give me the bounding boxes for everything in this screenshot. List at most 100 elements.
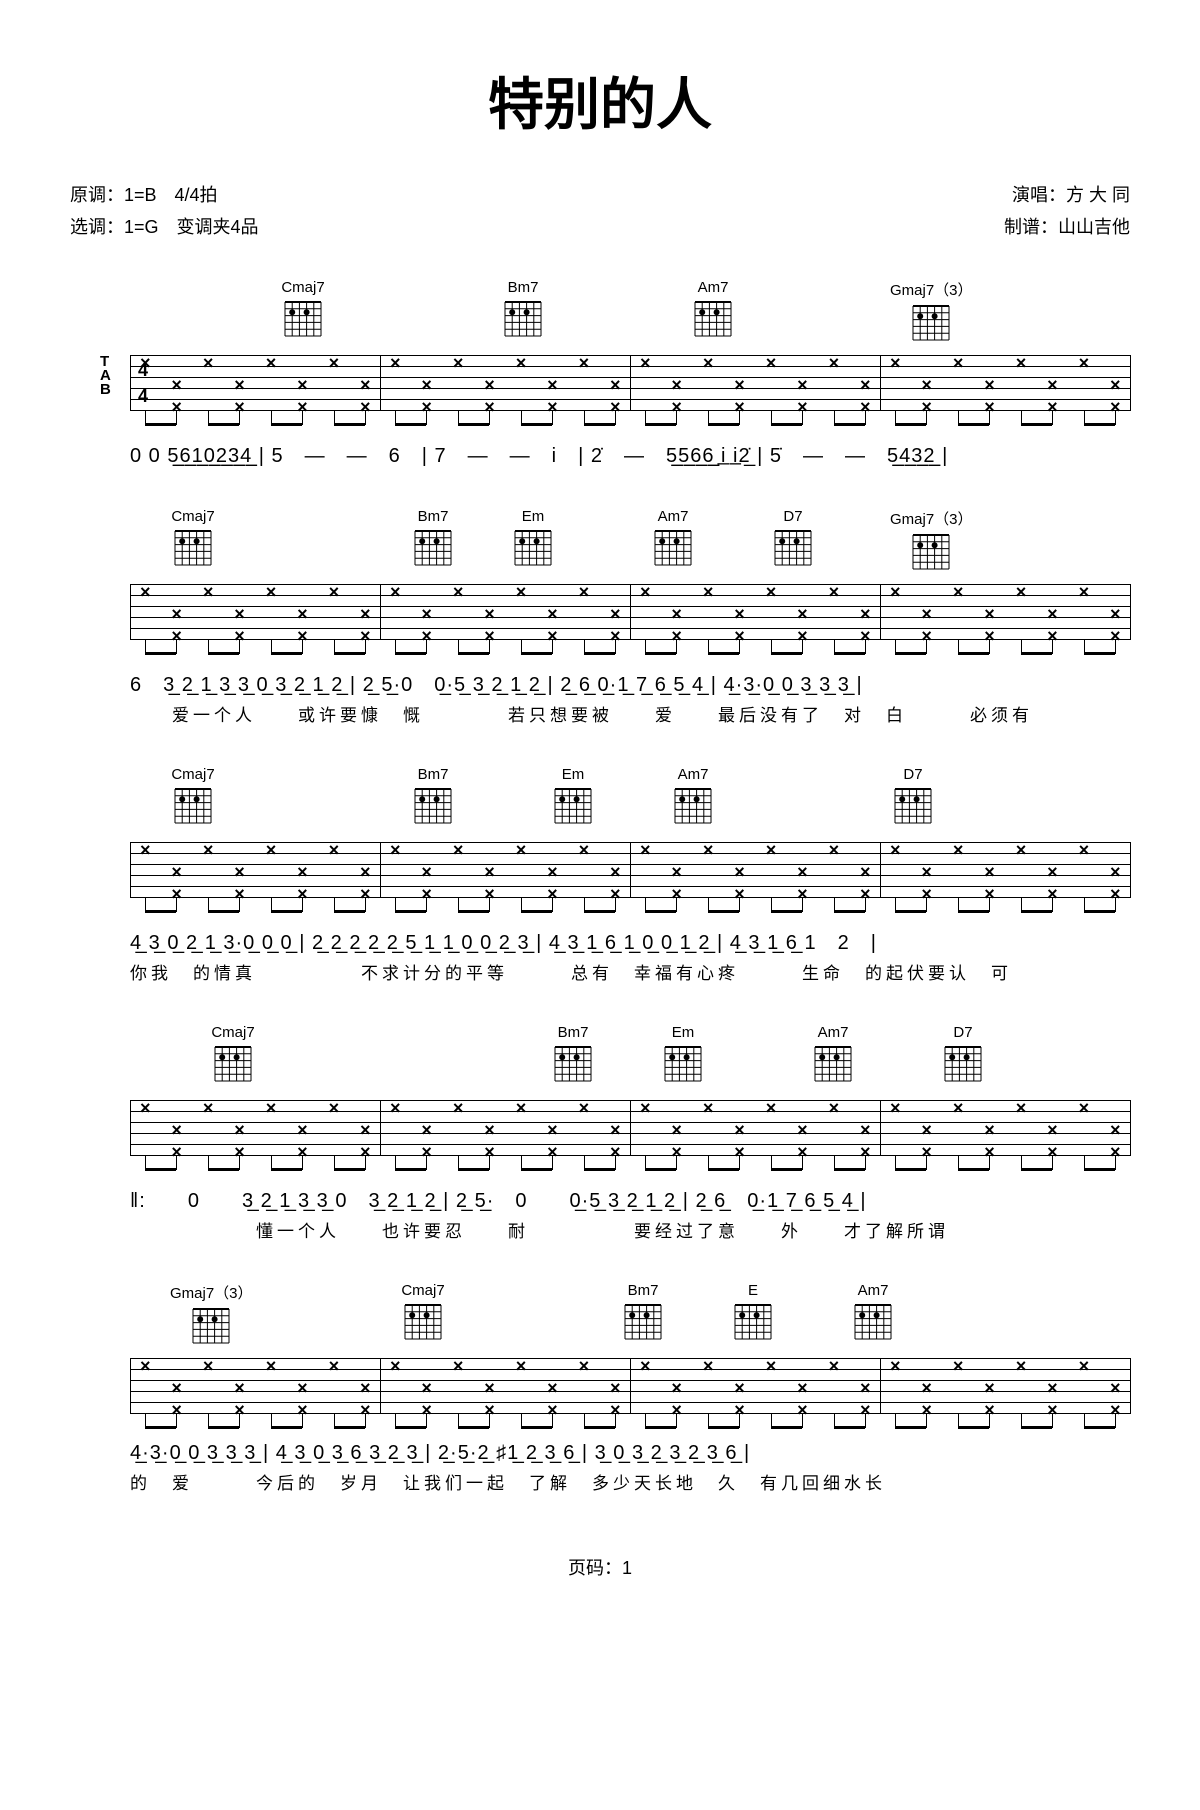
chord-diagram: Bm7: [410, 766, 456, 827]
chord-diagram: Am7: [850, 1282, 896, 1343]
chord-diagram: Am7: [810, 1024, 856, 1085]
chord-grid: [400, 1301, 446, 1343]
chord-name: Cmaj7: [211, 1024, 254, 1041]
chord-grid: [940, 1043, 986, 1085]
chord-grid: [410, 785, 456, 827]
info-line-1: 原调：1=B 4/4拍 演唱：方 大 同: [70, 181, 1130, 207]
page-number: 页码：1: [70, 1554, 1130, 1580]
chord-name: Bm7: [558, 1024, 589, 1041]
chord-grid: [850, 1301, 896, 1343]
song-title: 特别的人: [70, 60, 1130, 141]
chord-name: Em: [672, 1024, 695, 1041]
chord-grid: [210, 1043, 256, 1085]
chord-diagram: Cmaj7: [400, 1282, 446, 1343]
chord-name: Cmaj7: [401, 1282, 444, 1299]
chord-grid: [660, 1043, 706, 1085]
chord-diagram: E: [730, 1282, 776, 1343]
chord-name: E: [748, 1282, 758, 1299]
chord-name: Bm7: [418, 508, 449, 525]
lyrics: 你我 的情真 不求计分的平等 总有 幸福有心疼 生命 的起伏要认 可: [70, 959, 1130, 984]
chord-grid: [908, 531, 954, 573]
tab-staff: ××××××××××××××××××××××××××××××××××××××××…: [70, 1354, 1130, 1432]
staff-system: Cmaj7 Bm7 Em Am7 D7 ×××××××××××××××××××××××××…: [70, 1024, 1130, 1242]
lyrics: 爱一个人 或许要慷 慨 若只想要被 爱 最后没有了 对 白 必须有: [70, 701, 1130, 726]
chord-diagram: Bm7: [410, 508, 456, 569]
chord-diagram: Gmaj7（3）: [890, 508, 973, 573]
chord-name: Bm7: [418, 766, 449, 783]
chord-name: D7: [903, 766, 922, 783]
chord-grid: [550, 785, 596, 827]
chord-grid: [500, 298, 546, 340]
chord-name: Am7: [818, 1024, 849, 1041]
chord-diagram: Bm7: [620, 1282, 666, 1343]
chord-grid: [550, 1043, 596, 1085]
jianpu-notation: 6 3̲ 2̲ 1̲ 3̲ 3̲ 0̲ 3̲ 2̲ 1̲ 2̲ | 2̲ 5̲·…: [70, 668, 1130, 697]
chord-grid: [810, 1043, 856, 1085]
chord-name: Cmaj7: [281, 279, 324, 296]
staff-system: Cmaj7 Bm7 Em Am7 D7 Gmaj7（3） ×××××××××××××××××…: [70, 508, 1130, 726]
chord-grid: [170, 785, 216, 827]
info-line-2: 选调：1=G 变调夹4品 制谱：山山吉他: [70, 213, 1130, 239]
chord-diagram: Bm7: [500, 279, 546, 340]
chord-diagram: Cmaj7: [210, 1024, 256, 1085]
tab-staff: ××××××××××××××××××××××××××××××××××××××××…: [70, 580, 1130, 658]
chord-grid: [650, 527, 696, 569]
chord-diagram: D7: [940, 1024, 986, 1085]
chord-name: Em: [522, 508, 545, 525]
chord-name: Am7: [858, 1282, 889, 1299]
chord-grid: [410, 527, 456, 569]
chord-diagram: Gmaj7（3）: [170, 1282, 253, 1347]
staff-system: Cmaj7 Bm7 Am7 Gmaj7（3） TAB44××××××××××××××××…: [70, 279, 1130, 468]
chord-name: D7: [783, 508, 802, 525]
chord-name: D7: [953, 1024, 972, 1041]
chord-diagram: D7: [890, 766, 936, 827]
chord-grid: [730, 1301, 776, 1343]
chord-name: Bm7: [628, 1282, 659, 1299]
play-key: 选调：1=G 变调夹4品: [70, 213, 259, 239]
chord-grid: [690, 298, 736, 340]
chord-diagram: Em: [660, 1024, 706, 1085]
jianpu-notation: ‖: 0 3̲ 2̲ 1̲ 3̲ 3̲ 0 3̲ 2̲ 1̲ 2̲ | 2̲ 5…: [70, 1184, 1130, 1213]
chord-name: Em: [562, 766, 585, 783]
tab-staff: ××××××××××××××××××××××××××××××××××××××××…: [70, 1096, 1130, 1174]
chord-grid: [510, 527, 556, 569]
tab-staff: ××××××××××××××××××××××××××××××××××××××××…: [70, 838, 1130, 916]
chord-name: Cmaj7: [171, 508, 214, 525]
chord-grid: [620, 1301, 666, 1343]
chord-name: Am7: [698, 279, 729, 296]
chord-diagram: D7: [770, 508, 816, 569]
chord-diagram: Em: [550, 766, 596, 827]
chord-grid: [188, 1305, 234, 1347]
chord-name: Am7: [658, 508, 689, 525]
chord-diagram: Em: [510, 508, 556, 569]
chord-grid: [670, 785, 716, 827]
chord-grid: [908, 302, 954, 344]
jianpu-notation: 4̲ 3̲ 0̲ 2̲ 1̲ 3̲·0̲ 0̲ 0̲ | 2̲ 2̲ 2̲ 2̲…: [70, 926, 1130, 955]
chord-name: Am7: [678, 766, 709, 783]
chord-grid: [770, 527, 816, 569]
chord-diagram: Bm7: [550, 1024, 596, 1085]
chord-diagram: Cmaj7: [170, 508, 216, 569]
chord-diagram: Cmaj7: [280, 279, 326, 340]
staff-system: Gmaj7（3） Cmaj7 Bm7 E Am7 ××××××××××××××××××××…: [70, 1282, 1130, 1494]
chord-grid: [170, 527, 216, 569]
jianpu-notation: 0 0 5̲̲6̲̲1̲̲0̲̲2̲̲3̲̲4̲̲ | 5 — — 6 | 7 …: [70, 439, 1130, 468]
lyrics: 懂一个人 也许要忍 耐 要经过了意 外 才了解所谓: [70, 1217, 1130, 1242]
chord-grid: [890, 785, 936, 827]
chord-name: Gmaj7（3）: [170, 1282, 253, 1303]
tab-staff: TAB44×××××××××××××××××××××××××××××××××××…: [70, 351, 1130, 429]
lyrics: 的 爱 今后的 岁月 让我们一起 了解 多少天长地 久 有几回细水长: [70, 1469, 1130, 1494]
jianpu-notation: 4̲·3̲·0̲ 0̲ 3̲ 3̲ 3̲ | 4̲ 3̲ 0̲ 3̲ 6̲ 3̲…: [70, 1442, 1130, 1465]
staff-system: Cmaj7 Bm7 Em Am7 D7 ×××××××××××××××××××××××××…: [70, 766, 1130, 984]
chord-diagram: Gmaj7（3）: [890, 279, 973, 344]
chord-diagram: Am7: [670, 766, 716, 827]
chord-grid: [280, 298, 326, 340]
chord-diagram: Cmaj7: [170, 766, 216, 827]
original-key: 原调：1=B 4/4拍: [70, 181, 218, 207]
chord-diagram: Am7: [690, 279, 736, 340]
chord-diagram: Am7: [650, 508, 696, 569]
chord-name: Gmaj7（3）: [890, 508, 973, 529]
chord-name: Bm7: [508, 279, 539, 296]
chord-name: Cmaj7: [171, 766, 214, 783]
singer: 演唱：方 大 同: [1012, 181, 1130, 207]
